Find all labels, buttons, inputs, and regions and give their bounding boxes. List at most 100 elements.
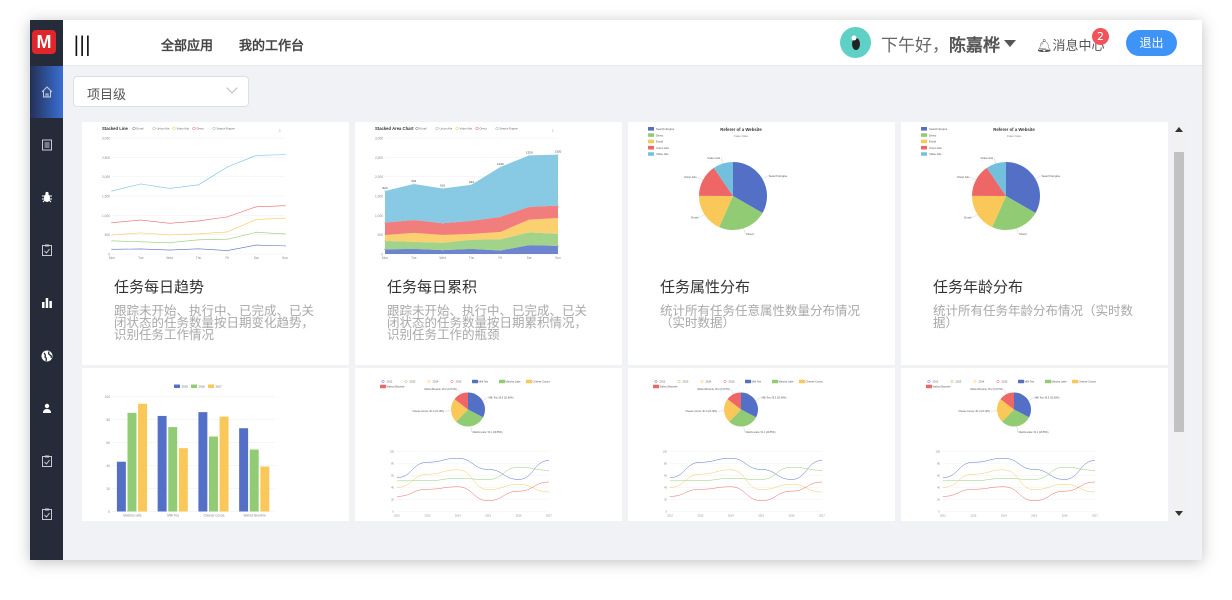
globe-icon <box>41 350 52 361</box>
scroll-down-arrow-icon[interactable] <box>1175 511 1183 516</box>
label-line <box>755 397 761 401</box>
data-label: 820 <box>382 186 387 190</box>
message-center[interactable]: 🔔︎消息中心 <box>1036 35 1105 54</box>
slice-label: Video Ads <box>980 156 993 160</box>
user-icon <box>42 403 51 414</box>
sidebar-item-4[interactable] <box>30 277 63 329</box>
slice-label: Matcha Latte: 51.1 (29.55%) <box>473 431 503 434</box>
legend-marker <box>415 126 419 131</box>
avatar[interactable] <box>840 27 871 58</box>
y-tick-label: 0 <box>108 253 110 257</box>
sidebar-item-3[interactable] <box>30 224 63 276</box>
app-logo[interactable]: M <box>32 30 56 54</box>
nav-all-apps[interactable]: 全部应用 <box>161 39 214 54</box>
label-line <box>743 228 746 235</box>
scrollbar[interactable] <box>1172 122 1186 521</box>
data-label: 901 <box>440 183 445 187</box>
x-tick-label: Fri <box>498 256 502 260</box>
slice-label: Search Engine <box>769 174 788 178</box>
slice-label: Video Ads <box>707 156 720 160</box>
data-label: 1290 <box>497 162 504 166</box>
legend-marker <box>927 380 931 383</box>
caret-down-icon[interactable] <box>1004 40 1016 47</box>
sidebar-item-7[interactable] <box>30 435 63 487</box>
y-tick-label: 3,000 <box>375 137 383 141</box>
data-point <box>197 239 200 241</box>
greeting: 下午好，陈嘉桦 <box>881 31 1000 56</box>
data-point <box>226 166 229 168</box>
data-point <box>140 232 142 234</box>
data-point <box>168 187 171 190</box>
scroll-up-arrow-icon[interactable] <box>1175 127 1183 132</box>
y-tick-label: 0 <box>393 510 395 514</box>
report-card[interactable]: 2015 2016 2017 0 20 40 60 80 100 Matcha Latte Milk… <box>82 368 349 521</box>
clipboard-check-icon <box>41 455 52 467</box>
data-point <box>413 183 415 185</box>
legend-label: 2013 <box>410 380 416 384</box>
x-tick-label: Mon <box>109 256 115 260</box>
x-tick-label: Thu <box>469 256 475 260</box>
logout-button[interactable]: 退出 <box>1126 30 1177 56</box>
x-tick-label: 2015 <box>1031 514 1037 518</box>
x-tick-label: 2014 <box>455 514 461 518</box>
sidebar-item-2[interactable] <box>30 171 63 223</box>
report-card[interactable]: Stacked Area Chart Email Union Ads Video Ad… <box>355 122 622 365</box>
x-tick-label: Sun <box>555 256 561 260</box>
y-tick-label: 1,500 <box>102 195 110 199</box>
line-walnut-brownie <box>942 481 1096 501</box>
menu-toggle-icon[interactable]: ||| <box>73 32 91 56</box>
pie-slice <box>1006 162 1040 213</box>
level-select[interactable]: 项目级 <box>73 76 249 107</box>
chart-thumbnail: 2015 2016 2017 0 20 40 60 80 100 Matcha Latte Milk… <box>105 384 275 518</box>
report-card[interactable]: 2012 2013 2014 2015 Milk Tea Matcha Latte Chee… <box>901 368 1168 521</box>
y-tick-label: 1,000 <box>375 214 383 218</box>
sidebar-item-1[interactable] <box>30 119 63 171</box>
pie-slice <box>729 409 757 427</box>
y-tick-label: 60 <box>664 474 667 478</box>
chart-thumbnail: 2012 2013 2014 2015 Milk Tea Matcha Latte Chee… <box>653 380 825 518</box>
x-tick-label: Wed <box>439 256 446 260</box>
legend-label: 2013 <box>683 380 689 384</box>
data-point <box>197 233 200 235</box>
label-line <box>1016 228 1019 235</box>
legend-marker <box>455 126 459 131</box>
label-line <box>762 175 768 180</box>
label-line <box>730 388 734 395</box>
y-tick-label: 20 <box>391 498 394 502</box>
data-point <box>255 218 257 221</box>
legend-marker <box>648 139 654 144</box>
data-point <box>197 184 200 186</box>
sidebar-item-0[interactable] <box>30 66 63 118</box>
scrollbar-thumb[interactable] <box>1174 152 1184 432</box>
x-tick-label: 2012 <box>394 514 400 518</box>
user-name[interactable]: 陈嘉桦 <box>949 36 1000 56</box>
x-tick-label: 2014 <box>728 514 734 518</box>
chart-subtitle: Fake Data <box>734 134 748 138</box>
legend-marker <box>921 127 927 131</box>
legend-label: 2015 <box>729 380 735 384</box>
y-tick-label: 2,500 <box>375 156 383 160</box>
sidebar-item-5[interactable] <box>30 330 63 382</box>
slice-label: Milk Tea: 56.5 (32.68%) <box>762 397 787 400</box>
pie-slice <box>992 196 1036 230</box>
clipboard-check-icon <box>41 244 52 257</box>
report-card[interactable]: Stacked Line Email Union Ads Video Ads Direc… <box>82 122 349 365</box>
legend-label: Video Ads <box>656 152 669 156</box>
sidebar-item-6[interactable] <box>30 382 63 434</box>
sidebar-item-8[interactable] <box>30 488 63 540</box>
label-line <box>972 214 978 218</box>
report-card[interactable]: Referer of a Website Fake Data Search Engi… <box>901 122 1168 365</box>
nav-my-workbench[interactable]: 我的工作台 <box>239 39 305 54</box>
data-point <box>111 240 113 242</box>
legend-label: Video Ads <box>460 127 473 131</box>
clipboard-check-icon <box>41 508 52 520</box>
slice-label: Matcha Latte: 51.1 (29.55%) <box>746 431 776 434</box>
message-center-label: 消息中心 <box>1052 39 1105 54</box>
legend-label: Matcha Latte <box>779 380 795 384</box>
legend-marker <box>921 133 927 137</box>
card-description: 跟踪未开始、执行中、已完成、已关闭状态的任务数量按日期变化趋势，识别任务工作情况 <box>114 303 315 342</box>
report-card[interactable]: 2012 2013 2014 2015 Milk Tea Matcha Latte Chee… <box>355 368 622 521</box>
report-card[interactable]: Referer of a Website Fake Data Search Engi… <box>628 122 895 365</box>
y-tick-label: 100 <box>936 450 941 454</box>
report-card[interactable]: 2012 2013 2014 2015 Milk Tea Matcha Latte Chee… <box>628 368 895 521</box>
